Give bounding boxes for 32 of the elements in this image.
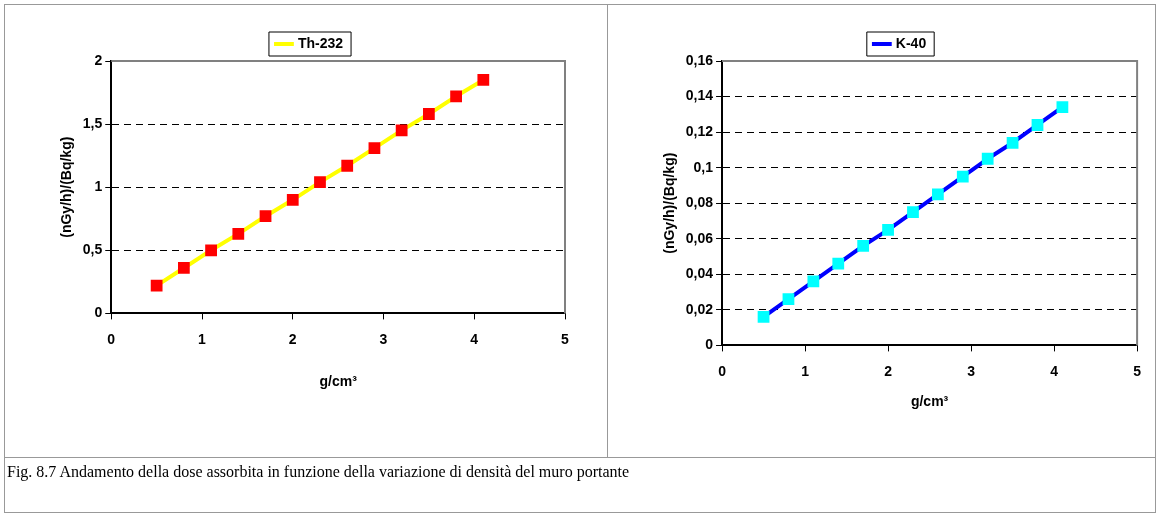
legend-label: Th-232 bbox=[297, 34, 344, 51]
x-tick-label: 4 bbox=[470, 330, 479, 347]
x-tick-label: 2 bbox=[288, 330, 297, 347]
y-tick-label: 1 bbox=[94, 178, 103, 195]
x-axis-title: g/cm³ bbox=[910, 393, 949, 410]
x-tick-label: 0 bbox=[107, 330, 116, 347]
y-tick-label: 0,08 bbox=[685, 194, 714, 211]
y-tick-label: 0,16 bbox=[685, 51, 714, 68]
x-axis-title: g/cm³ bbox=[319, 373, 358, 390]
y-tick-label: 0,14 bbox=[685, 87, 714, 104]
x-tick-label: 1 bbox=[801, 362, 810, 379]
x-tick-label: 4 bbox=[1050, 362, 1059, 379]
x-tick-label: 0 bbox=[718, 362, 727, 379]
y-tick-label: 0,5 bbox=[82, 241, 103, 258]
y-tick-label: 0 bbox=[94, 304, 103, 321]
legend-label: K-40 bbox=[895, 34, 927, 51]
x-tick-label: 1 bbox=[198, 330, 207, 347]
y-axis-title: (nGy/h)/(Bq/kg) bbox=[661, 152, 678, 254]
x-tick-label: 5 bbox=[1133, 362, 1142, 379]
x-tick-label: 3 bbox=[379, 330, 388, 347]
x-tick-label: 3 bbox=[967, 362, 976, 379]
y-tick-label: 0,06 bbox=[685, 229, 714, 246]
y-tick-label: 1,5 bbox=[82, 114, 103, 131]
y-tick-label: 2 bbox=[94, 51, 103, 68]
y-axis-title: (nGy/h)/(Bq/kg) bbox=[58, 136, 75, 238]
x-tick-label: 5 bbox=[561, 330, 570, 347]
y-tick-label: 0,02 bbox=[685, 300, 714, 317]
x-tick-label: 2 bbox=[884, 362, 893, 379]
y-tick-label: 0,12 bbox=[685, 122, 714, 139]
caption: Fig. 8.7 Andamento della dose assorbita in funzione della variazione di densità del muro portante bbox=[7, 463, 630, 481]
y-tick-label: 0,04 bbox=[685, 265, 714, 282]
y-tick-label: 0,1 bbox=[693, 158, 714, 175]
